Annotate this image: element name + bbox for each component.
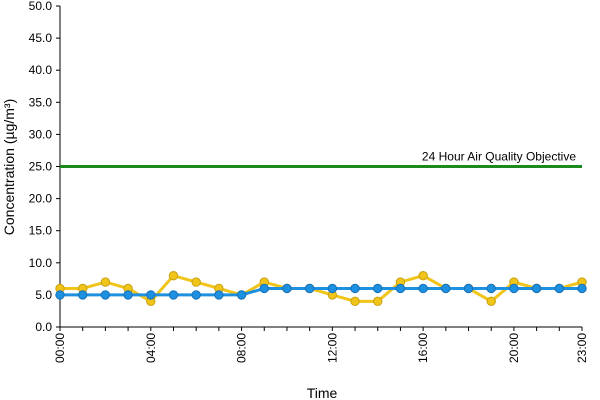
data-point <box>327 283 338 294</box>
y-tick-label: 20.0 <box>29 192 53 206</box>
data-point <box>146 290 156 300</box>
data-point <box>486 283 496 294</box>
data-point <box>373 296 383 307</box>
y-tick-label: 0.0 <box>35 320 52 334</box>
y-tick-label: 45.0 <box>29 31 53 45</box>
y-tick-label: 5.0 <box>35 288 52 302</box>
data-point <box>282 283 292 294</box>
data-point <box>191 277 201 287</box>
data-point <box>168 270 179 281</box>
y-axis-title: Concentration (µg/m³) <box>1 99 17 235</box>
data-point <box>577 283 587 294</box>
data-point <box>554 283 565 294</box>
data-point <box>441 283 451 294</box>
y-tick-label: 15.0 <box>29 224 53 238</box>
data-point <box>509 283 519 294</box>
y-axis-ticks: 0.0 5.0 10.0 15.0 20.0 25.0 30.0 35.0 40.0 45.0 50… <box>29 0 60 334</box>
data-point <box>55 290 65 300</box>
data-point <box>168 290 179 300</box>
reference-line-group: 24 Hour Air Quality Objective <box>60 150 582 168</box>
data-point <box>418 283 428 294</box>
data-point <box>350 283 360 294</box>
data-point <box>259 283 269 294</box>
data-point <box>191 290 201 300</box>
y-tick-label: 35.0 <box>29 95 53 109</box>
data-point <box>395 283 406 294</box>
x-tick-label: 04:00 <box>144 333 158 363</box>
data-point <box>100 277 111 287</box>
x-tick-label: 16:00 <box>416 333 430 363</box>
data-point <box>77 290 88 300</box>
data-point <box>350 296 360 307</box>
y-tick-label: 30.0 <box>29 127 53 141</box>
y-tick-label: 10.0 <box>29 256 53 270</box>
data-point <box>236 290 247 300</box>
x-tick-label: 20:00 <box>507 333 521 363</box>
y-tick-label: 25.0 <box>29 160 53 174</box>
y-tick-label: 40.0 <box>29 63 53 77</box>
data-point <box>214 290 224 300</box>
data-point <box>418 270 428 281</box>
x-tick-label: 00:00 <box>53 333 67 363</box>
x-axis-title: Time <box>307 385 338 400</box>
series-group <box>55 270 587 307</box>
x-tick-label: 12:00 <box>325 333 339 363</box>
x-axis-ticks: 00:00 04:00 08:00 12:00 16:00 20:00 23:00 <box>53 327 589 363</box>
x-tick-label: 23:00 <box>575 333 589 363</box>
reference-line-label: 24 Hour Air Quality Objective <box>422 150 576 164</box>
data-point <box>123 290 133 300</box>
data-point <box>373 283 383 294</box>
x-tick-label: 08:00 <box>235 333 249 363</box>
data-point <box>463 283 474 294</box>
data-point <box>100 290 111 300</box>
data-point <box>531 283 542 294</box>
data-point <box>304 283 315 294</box>
series-2 <box>55 283 587 300</box>
data-point <box>486 296 496 307</box>
y-tick-label: 50.0 <box>29 0 53 13</box>
